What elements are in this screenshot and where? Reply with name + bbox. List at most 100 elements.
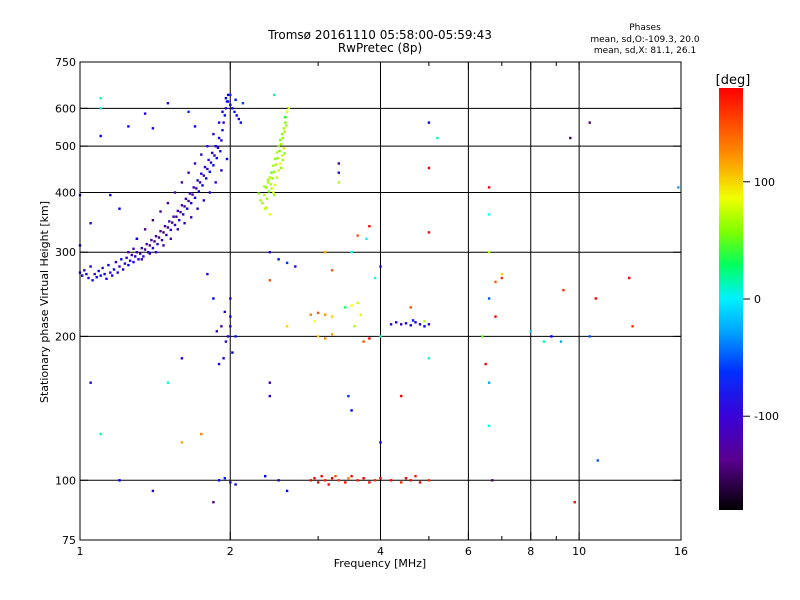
data-point (127, 125, 130, 128)
colorbar-tick-label: 100 (754, 176, 775, 189)
data-point (350, 251, 353, 254)
data-point (215, 156, 218, 160)
phase-stats-heading: Phases (629, 23, 661, 33)
data-point (159, 210, 162, 213)
data-point (212, 164, 215, 167)
data-point (631, 325, 634, 328)
data-point (87, 276, 90, 280)
data-point (209, 161, 213, 164)
data-point (205, 177, 208, 180)
data-point (270, 187, 273, 190)
data-point (350, 409, 353, 412)
data-point (212, 132, 215, 136)
data-point (481, 335, 484, 338)
data-point (190, 216, 193, 219)
data-point (157, 236, 161, 239)
data-point (389, 479, 393, 482)
data-point (588, 335, 591, 338)
data-point (285, 325, 289, 328)
data-point (281, 136, 285, 140)
data-point (268, 279, 271, 282)
data-point (163, 225, 167, 228)
data-point (266, 178, 270, 182)
data-point (154, 251, 158, 254)
data-point (395, 321, 398, 324)
data-point (166, 201, 170, 205)
data-point (259, 199, 262, 202)
colorbar-ticks: 100 0 -100 (743, 176, 779, 423)
data-point (368, 337, 371, 340)
data-point (285, 124, 288, 127)
data-point (99, 97, 102, 100)
data-point (324, 337, 327, 340)
data-point (127, 263, 130, 267)
data-point (226, 100, 230, 103)
colorbar-tick-label: 0 (754, 293, 761, 306)
data-point (172, 215, 175, 218)
data-point (324, 479, 327, 482)
data-point (267, 190, 271, 193)
data-point (202, 174, 205, 177)
data-point (324, 251, 327, 254)
data-point (427, 121, 431, 124)
data-point (423, 325, 426, 328)
x-tick-label: 1 (77, 545, 84, 558)
data-point (159, 230, 162, 233)
data-point (559, 340, 563, 343)
data-point (93, 272, 96, 276)
data-point (418, 323, 422, 326)
data-point (320, 475, 323, 478)
data-point (234, 483, 237, 486)
data-point (99, 107, 102, 110)
data-point (206, 272, 209, 276)
data-point (261, 201, 264, 205)
data-point (151, 246, 155, 250)
data-point (277, 145, 280, 148)
data-point (162, 231, 165, 234)
y-tick-label: 300 (55, 246, 76, 259)
x-tick-label: 6 (465, 545, 472, 558)
data-point (224, 107, 228, 110)
data-point (400, 481, 403, 484)
data-point (132, 247, 135, 250)
data-point (112, 268, 116, 271)
data-point (165, 233, 168, 237)
data-point (156, 242, 159, 246)
data-point (151, 219, 155, 222)
data-point (404, 477, 408, 480)
data-point (111, 274, 114, 277)
data-point (277, 479, 280, 482)
data-point (99, 432, 102, 436)
data-point (588, 121, 591, 124)
data-point (263, 193, 266, 197)
data-point (193, 196, 197, 199)
data-point (203, 165, 207, 169)
data-point (183, 222, 186, 225)
data-point (316, 481, 320, 484)
data-point (273, 170, 276, 173)
x-tick-label: 4 (377, 545, 384, 558)
data-point (263, 185, 266, 188)
data-point (182, 213, 185, 216)
data-point (215, 330, 218, 333)
data-point (330, 315, 334, 318)
data-point (379, 265, 382, 268)
data-point (350, 304, 353, 307)
data-point (180, 441, 184, 444)
data-point (160, 238, 164, 242)
data-point (154, 235, 158, 238)
data-point (135, 237, 139, 240)
y-axis-label: Stationary phase Virtual Height [km] (38, 201, 51, 403)
data-point (151, 489, 155, 493)
colorbar-tick-label: -100 (754, 410, 779, 423)
data-point (268, 381, 271, 384)
data-point (487, 424, 491, 427)
data-point (436, 136, 439, 140)
data-point (198, 181, 202, 184)
data-point (277, 169, 280, 172)
data-point (379, 477, 382, 480)
data-point (169, 228, 172, 232)
data-point (280, 142, 283, 146)
data-point (389, 323, 393, 326)
data-point (191, 193, 194, 196)
